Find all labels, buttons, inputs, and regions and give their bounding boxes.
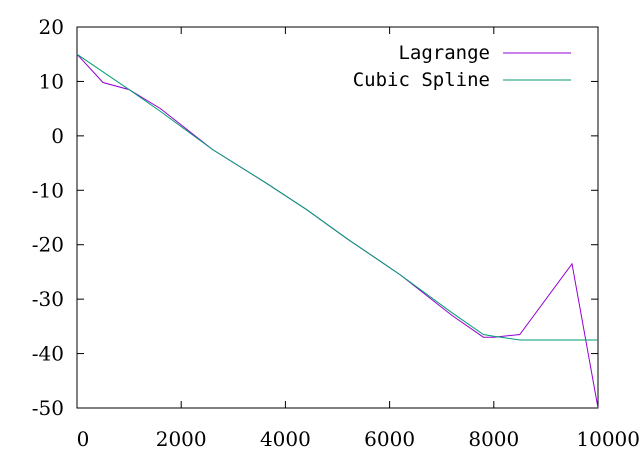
y-tick-label: 20	[39, 15, 64, 39]
x-tick-label: 4000	[260, 427, 311, 451]
x-tick-label: 2000	[156, 427, 207, 451]
y-tick-label: -10	[32, 178, 64, 202]
x-tick-label: 10000	[576, 427, 640, 451]
y-tick-label: -30	[32, 287, 64, 311]
x-tick-label: 8000	[468, 427, 519, 451]
x-tick-labels: 0 2000 4000 6000 8000 10000	[77, 427, 640, 451]
y-tick-label: -50	[32, 396, 64, 420]
legend: Lagrange Cubic Spline	[353, 42, 571, 91]
y-tick-label: 10	[39, 69, 64, 93]
x-tick-label: 0	[77, 427, 90, 451]
y-tick-labels: 20 10 0 -10 -20 -30 -40 -50	[32, 15, 64, 420]
axis-ticks	[76, 26, 599, 409]
y-tick-label: -20	[32, 233, 64, 257]
y-tick-label: 0	[51, 124, 64, 148]
plot-frame	[76, 26, 599, 409]
series-line-cubic-spline	[76, 53, 598, 341]
legend-label: Cubic Spline	[353, 69, 490, 91]
legend-label: Lagrange	[398, 42, 490, 64]
y-tick-label: -40	[32, 342, 64, 366]
series-lines	[76, 53, 599, 409]
x-tick-label: 6000	[364, 427, 415, 451]
